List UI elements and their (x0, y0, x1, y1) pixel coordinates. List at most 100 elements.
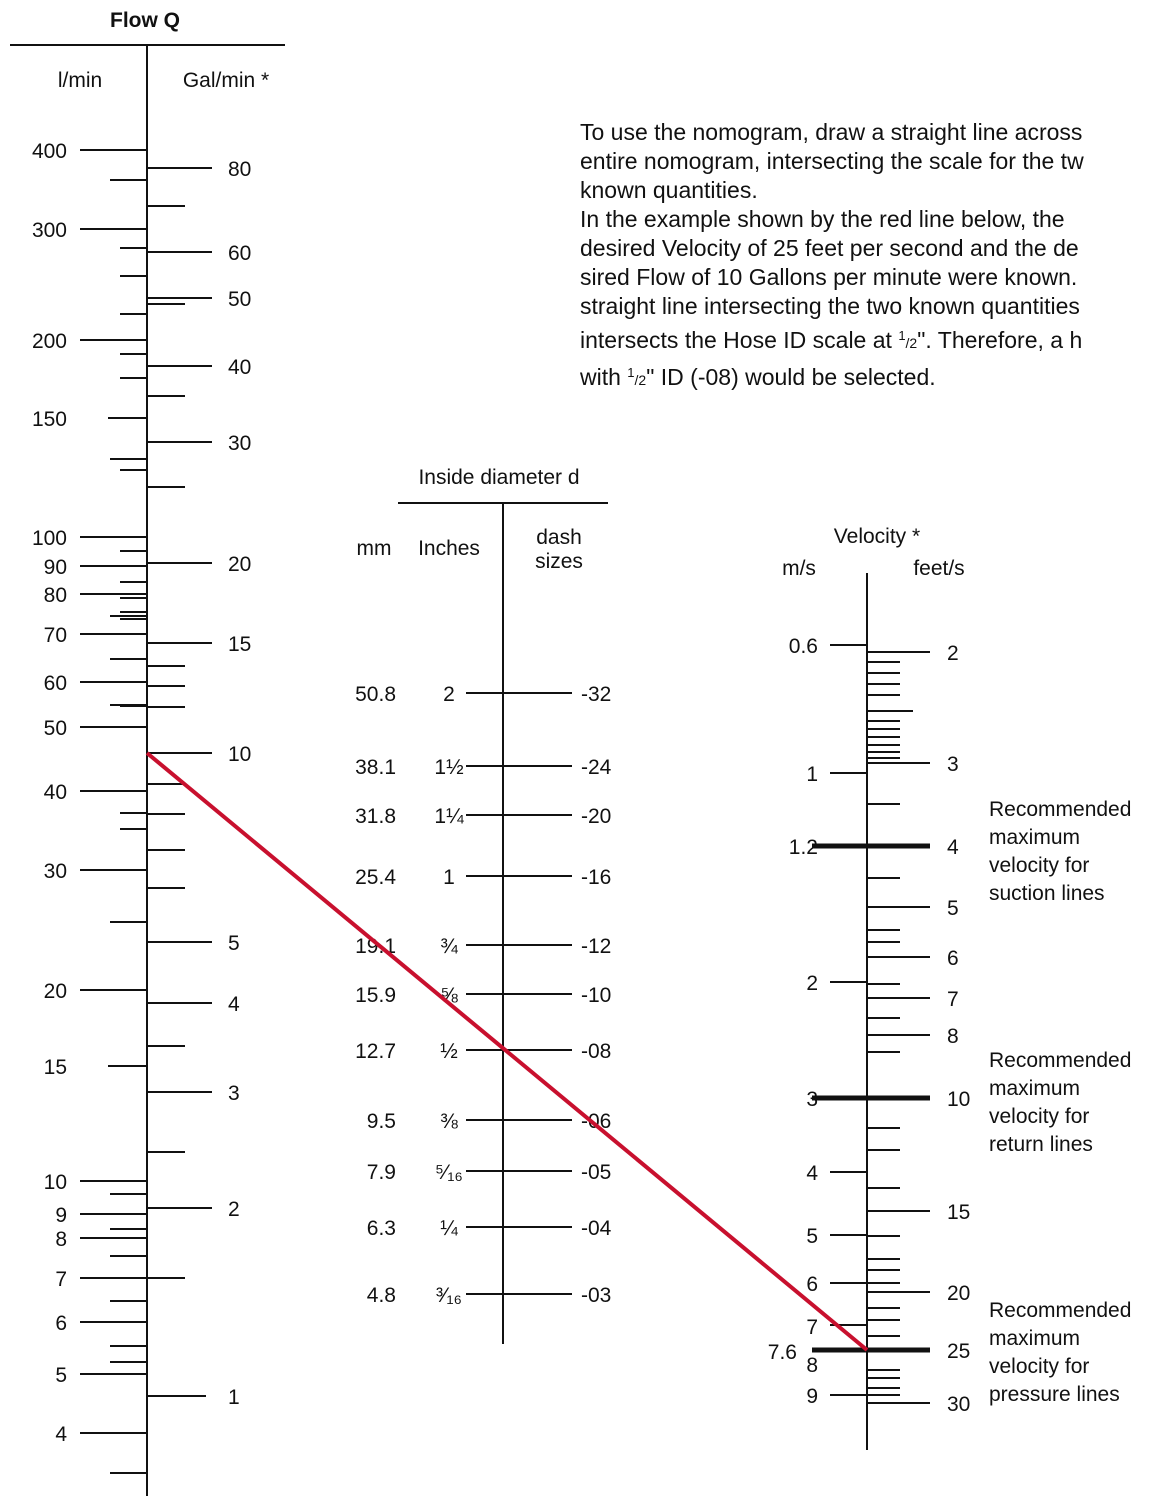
diameter-dash-label: -24 (581, 756, 612, 779)
diameter-mm-label: 6.3 (367, 1217, 396, 1240)
recommendation-text: suction lines (989, 882, 1105, 905)
flow-lmin-label: 5 (55, 1364, 67, 1387)
diameter-dash-label: -12 (581, 935, 611, 958)
recommendation-text: Recommended (989, 1049, 1131, 1072)
fraction-half-denominator: /2 (905, 335, 918, 351)
diameter-mm-label: 4.8 (367, 1284, 396, 1307)
diameter-mm-label: 31.8 (355, 805, 396, 828)
diameter-dash-label: -10 (581, 984, 611, 1007)
flow-galmin-label: 50 (228, 288, 251, 311)
recommendation-text: velocity for (989, 1105, 1089, 1128)
diameter-col-inches: Inches (418, 537, 480, 560)
velocity-fts-label: 4 (947, 836, 959, 859)
diameter-mm-label: 50.8 (355, 683, 396, 706)
flow-lmin-label: 8 (55, 1228, 67, 1251)
velocity-fts-label: 20 (947, 1282, 970, 1305)
example-line (145, 751, 869, 1352)
velocity-fts-label: 30 (947, 1393, 970, 1416)
velocity-ms-label: 7.6 (768, 1341, 797, 1364)
diameter-title: Inside diameter d (418, 466, 579, 489)
flow-galmin-label: 10 (228, 743, 251, 766)
diameter-mm-label: 12.7 (355, 1040, 396, 1063)
diameter-dash-label: -16 (581, 866, 611, 889)
flow-lmin-label: 50 (44, 717, 67, 740)
recommendation-text: maximum (989, 1077, 1080, 1100)
diameter-mm-label: 7.9 (367, 1161, 396, 1184)
velocity-ms-label: 8 (806, 1354, 818, 1377)
velocity-fts-label: 25 (947, 1340, 970, 1363)
flow-lmin-label: 7 (55, 1268, 67, 1291)
recommendation-text: return lines (989, 1133, 1093, 1156)
flow-galmin-label: 1 (228, 1386, 240, 1409)
velocity-unit-fts: feet/s (913, 557, 964, 580)
flow-lmin-label: 60 (44, 672, 67, 695)
diameter-mm-label: 25.4 (355, 866, 396, 889)
recommendation-text: pressure lines (989, 1383, 1120, 1406)
velocity-fts-label: 6 (947, 947, 959, 970)
diameter-dash-label: -32 (581, 683, 611, 706)
instructions-part-2: ". Therefore, a h with (580, 327, 1083, 390)
diameter-dash-label: -20 (581, 805, 611, 828)
recommendation-text: velocity for (989, 1355, 1089, 1378)
velocity-ms-label: 1.2 (789, 836, 818, 859)
diameter-mm-label: 38.1 (355, 756, 396, 779)
fraction-half-numerator-2: 1 (627, 365, 635, 380)
diameter-inch-label: 1 (443, 866, 455, 889)
flow-lmin-label: 10 (44, 1171, 67, 1194)
flow-unit-lmin: l/min (58, 69, 102, 92)
recommendation-text: velocity for (989, 854, 1089, 877)
velocity-ms-label: 9 (806, 1385, 818, 1408)
velocity-unit-ms: m/s (782, 557, 816, 580)
velocity-fts-label: 7 (947, 988, 959, 1011)
flow-lmin-label: 40 (44, 781, 67, 804)
flow-galmin-label: 20 (228, 553, 251, 576)
velocity-title: Velocity * (834, 525, 920, 548)
flow-galmin-label: 3 (228, 1082, 240, 1105)
diameter-mm-label: 9.5 (367, 1110, 396, 1133)
flow-galmin-label: 4 (228, 993, 240, 1016)
flow-galmin-label: 2 (228, 1198, 240, 1221)
flow-lmin-label: 15 (44, 1056, 67, 1079)
diameter-inch-label: 1¼ (434, 805, 464, 828)
flow-lmin-label: 90 (44, 556, 67, 579)
flow-lmin-label: 200 (32, 330, 67, 353)
diameter-inch-label: ⅜ (440, 1110, 458, 1133)
velocity-ms-label: 3 (806, 1088, 818, 1111)
velocity-ms-label: 1 (806, 763, 818, 786)
recommendation-text: maximum (989, 1327, 1080, 1350)
flow-galmin-label: 40 (228, 356, 251, 379)
flow-lmin-label: 300 (32, 219, 67, 242)
recommendation-text: Recommended (989, 798, 1131, 821)
flow-lmin-label: 80 (44, 584, 67, 607)
flow-lmin-label: 30 (44, 860, 67, 883)
diameter-inch-label: ¾ (440, 935, 458, 958)
flow-galmin-label: 15 (228, 633, 251, 656)
diameter-col-dash-2: sizes (535, 550, 583, 573)
fraction-half-numerator: 1 (898, 328, 906, 343)
velocity-ms-label: 4 (806, 1162, 818, 1185)
diameter-inch-label: ¼ (440, 1217, 458, 1240)
flow-lmin-label: 400 (32, 140, 67, 163)
flow-title: Flow Q (110, 9, 180, 32)
diameter-dash-label: -06 (581, 1110, 611, 1133)
diameter-dash-label: -03 (581, 1284, 611, 1307)
diameter-inch-label: ⁵⁄₁₆ (435, 1161, 463, 1184)
velocity-fts-label: 2 (947, 642, 959, 665)
flow-lmin-label: 4 (55, 1423, 67, 1446)
flow-lmin-label: 9 (55, 1204, 67, 1227)
diameter-inch-label: 1½ (434, 756, 463, 779)
recommendation-text: maximum (989, 826, 1080, 849)
instructions-part-1: To use the nomogram, draw a straight lin… (580, 119, 1084, 353)
diameter-dash-label: -05 (581, 1161, 611, 1184)
flow-galmin-label: 60 (228, 242, 251, 265)
flow-lmin-label: 20 (44, 980, 67, 1003)
diameter-col-mm: mm (357, 537, 392, 560)
diameter-dash-label: -04 (581, 1217, 612, 1240)
recommendation-text: Recommended (989, 1299, 1131, 1322)
velocity-ms-label: 5 (806, 1225, 818, 1248)
instructions-part-3: " ID (-08) would be selected. (646, 364, 936, 390)
flow-lmin-label: 6 (55, 1312, 67, 1335)
flow-galmin-label: 30 (228, 432, 251, 455)
